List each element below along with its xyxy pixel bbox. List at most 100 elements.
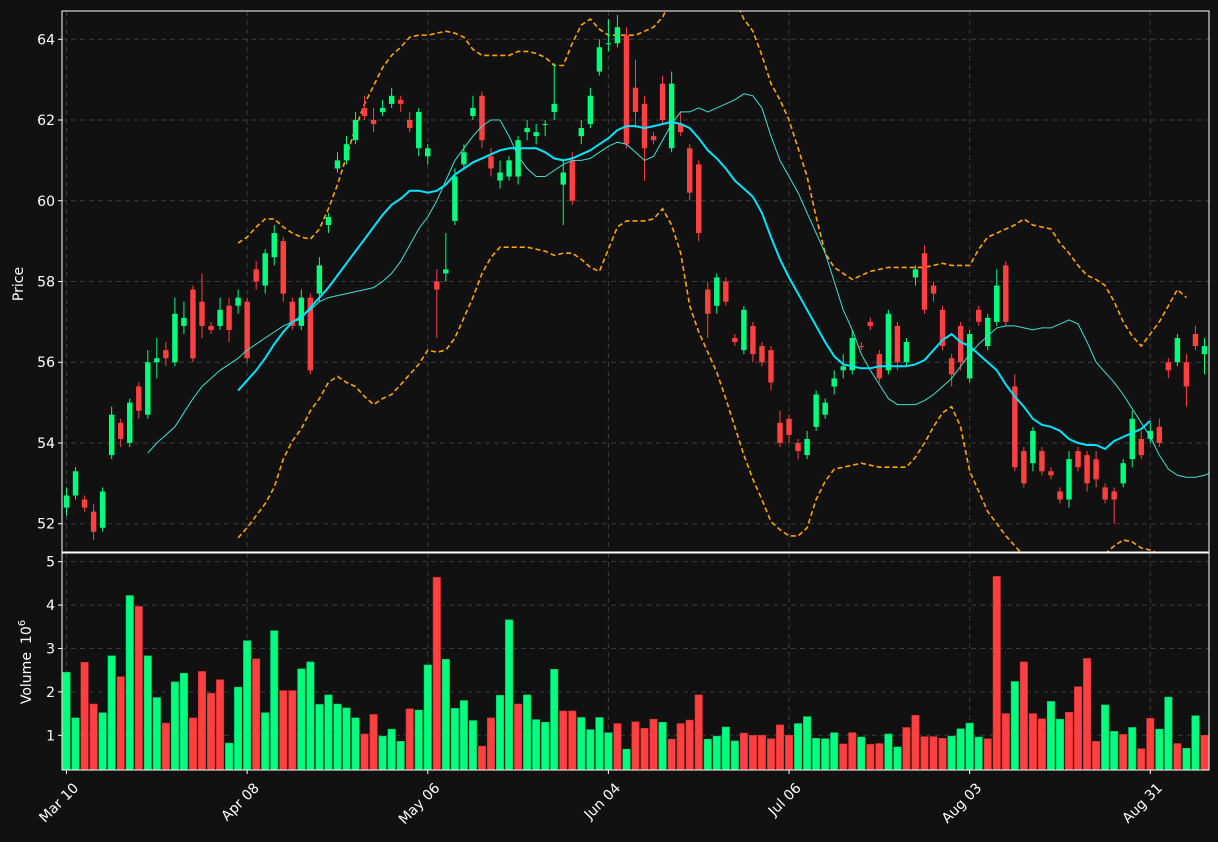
candle bbox=[1057, 487, 1063, 504]
candle-body bbox=[1084, 455, 1090, 484]
candle-body bbox=[641, 103, 648, 149]
volume-bar bbox=[1092, 741, 1101, 770]
candle-body bbox=[1129, 418, 1135, 460]
candle-body bbox=[172, 313, 178, 363]
volume-bar bbox=[134, 606, 143, 770]
volume-bar bbox=[1173, 743, 1182, 770]
volume-tick-label: 4 bbox=[46, 598, 55, 614]
volume-bar bbox=[514, 703, 523, 770]
candle-body bbox=[343, 144, 350, 161]
candle bbox=[361, 95, 368, 121]
candle bbox=[569, 152, 575, 205]
candle bbox=[930, 281, 937, 302]
volume-bar bbox=[405, 708, 414, 770]
candle-body bbox=[1057, 491, 1063, 500]
candle-body bbox=[614, 27, 621, 44]
candle-body bbox=[1102, 487, 1108, 500]
candle-body bbox=[533, 132, 539, 137]
candle-body bbox=[786, 418, 792, 435]
candle bbox=[208, 321, 214, 334]
volume-bar bbox=[351, 717, 360, 770]
volume-bar bbox=[1119, 734, 1128, 770]
candle bbox=[271, 224, 277, 266]
volume-bar bbox=[486, 717, 495, 770]
candle bbox=[262, 249, 268, 294]
volume-bar bbox=[848, 732, 857, 770]
volume-bar bbox=[261, 712, 270, 770]
candle-body bbox=[1138, 438, 1144, 456]
volume-bar bbox=[116, 676, 125, 770]
volume-tick-label: 3 bbox=[46, 641, 55, 657]
candle-body bbox=[397, 99, 404, 104]
candle-body bbox=[542, 124, 548, 126]
volume-bar bbox=[1010, 681, 1019, 770]
bollinger-bands bbox=[237, 11, 1187, 552]
moving-average-fast-line bbox=[147, 93, 1209, 478]
volume-bar bbox=[423, 664, 432, 770]
volume-axis-exponent-power: 6 bbox=[17, 620, 28, 626]
candle bbox=[497, 160, 503, 189]
volume-bar bbox=[107, 655, 116, 770]
candle bbox=[443, 233, 449, 282]
candle bbox=[253, 261, 259, 290]
x-ticks: Mar 10 Apr 08 May 06 Jun 04 Jul 06 Aug 03 Aug … bbox=[36, 770, 1166, 828]
volume-bar bbox=[1164, 696, 1173, 770]
candle bbox=[831, 370, 837, 395]
volume-bar bbox=[875, 743, 884, 770]
candle bbox=[163, 342, 169, 367]
volume-bar bbox=[622, 748, 631, 770]
candle-body bbox=[587, 95, 594, 125]
volume-bar bbox=[586, 729, 595, 770]
candle-body bbox=[732, 338, 738, 343]
price-y-ticks: 52 54 56 58 60 62 64 bbox=[37, 32, 62, 533]
candle bbox=[1129, 410, 1135, 468]
volume-bar bbox=[161, 722, 170, 770]
candle-body bbox=[795, 442, 801, 452]
volume-bar bbox=[685, 719, 694, 770]
candle bbox=[714, 273, 720, 314]
volume-bar bbox=[929, 736, 938, 770]
candle bbox=[542, 120, 548, 137]
candle bbox=[1174, 333, 1181, 367]
candle bbox=[416, 107, 422, 157]
volume-bar bbox=[279, 690, 288, 770]
volume-bar bbox=[667, 738, 676, 770]
volume-bar bbox=[595, 717, 604, 770]
candle-body bbox=[605, 43, 612, 45]
volume-bar bbox=[992, 576, 1001, 770]
volume-bar bbox=[315, 704, 324, 770]
volume-bar bbox=[179, 672, 188, 770]
candle bbox=[63, 487, 70, 516]
candle-body bbox=[452, 176, 458, 221]
candle-body bbox=[352, 120, 359, 141]
volume-bar bbox=[712, 735, 721, 770]
candle bbox=[994, 269, 1000, 326]
candle bbox=[244, 297, 250, 363]
candle-body bbox=[985, 317, 991, 347]
candle bbox=[452, 168, 458, 225]
candle-body bbox=[994, 285, 1000, 322]
candle-body bbox=[334, 160, 341, 169]
candle bbox=[921, 245, 928, 314]
candle-body bbox=[262, 253, 268, 286]
candle bbox=[641, 95, 648, 181]
candle bbox=[786, 414, 792, 443]
candle bbox=[425, 144, 431, 165]
price-tick-label: 56 bbox=[37, 355, 55, 371]
candle-body bbox=[81, 499, 88, 508]
candle bbox=[705, 281, 711, 339]
candle-body bbox=[1093, 459, 1099, 480]
candle-body bbox=[921, 253, 928, 310]
candle-body bbox=[1111, 491, 1117, 500]
candle-body bbox=[686, 148, 693, 193]
volume-bar bbox=[288, 690, 297, 770]
volume-bar bbox=[884, 733, 893, 770]
candle bbox=[1003, 261, 1009, 326]
candle bbox=[750, 321, 756, 363]
candle bbox=[966, 329, 973, 383]
x-tick-label: Jul 06 bbox=[765, 780, 805, 820]
candle-body bbox=[1039, 451, 1045, 472]
candle-body bbox=[443, 269, 449, 274]
candle bbox=[108, 406, 115, 460]
volume-bar bbox=[694, 694, 703, 770]
